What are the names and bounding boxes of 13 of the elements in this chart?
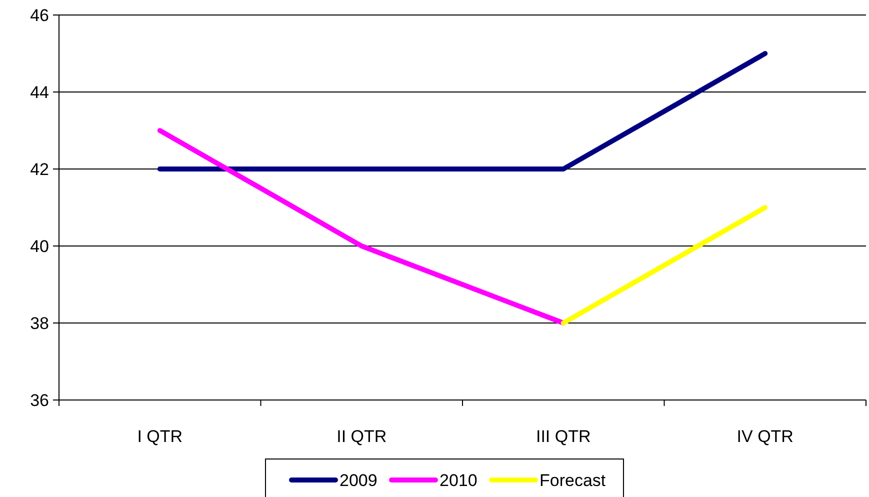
- y-tick-label: 36: [30, 390, 49, 410]
- y-tick-label: 44: [30, 82, 49, 102]
- legend-label: Forecast: [540, 470, 606, 490]
- legend-label: 2010: [440, 470, 478, 490]
- y-tick-label: 40: [30, 236, 49, 256]
- y-tick-label: 38: [30, 314, 49, 333]
- y-tick-label: 42: [30, 160, 49, 179]
- x-tick-label: III QTR: [536, 427, 591, 446]
- x-tick-label: I QTR: [137, 427, 183, 446]
- legend-label: 2009: [340, 470, 378, 490]
- x-tick-label: II QTR: [336, 427, 387, 446]
- x-tick-label: IV QTR: [736, 427, 794, 446]
- y-tick-label: 46: [30, 6, 49, 25]
